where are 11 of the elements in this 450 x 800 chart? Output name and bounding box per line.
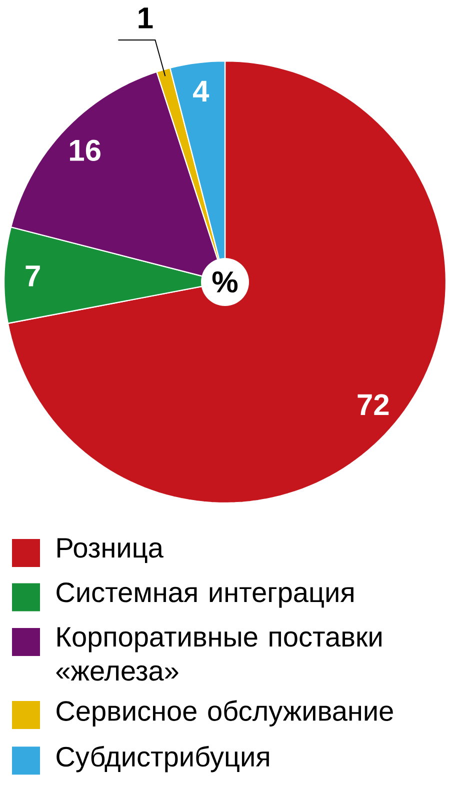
legend-label: Системная интеграция — [56, 582, 354, 608]
data-label: 7 — [26, 266, 40, 286]
legend-label: Розница — [57, 538, 164, 564]
data-label: 4 — [193, 80, 210, 102]
data-label: 72 — [358, 394, 389, 416]
legend-label: Субдистрибуция — [56, 746, 269, 772]
legend-label: Корпоративные поставки «железа» — [56, 627, 382, 681]
data-label: 1 — [138, 8, 153, 28]
text: % — [212, 271, 238, 293]
legend-label: Сервисное обслуживание — [56, 700, 393, 726]
data-label: 16 — [70, 140, 100, 161]
